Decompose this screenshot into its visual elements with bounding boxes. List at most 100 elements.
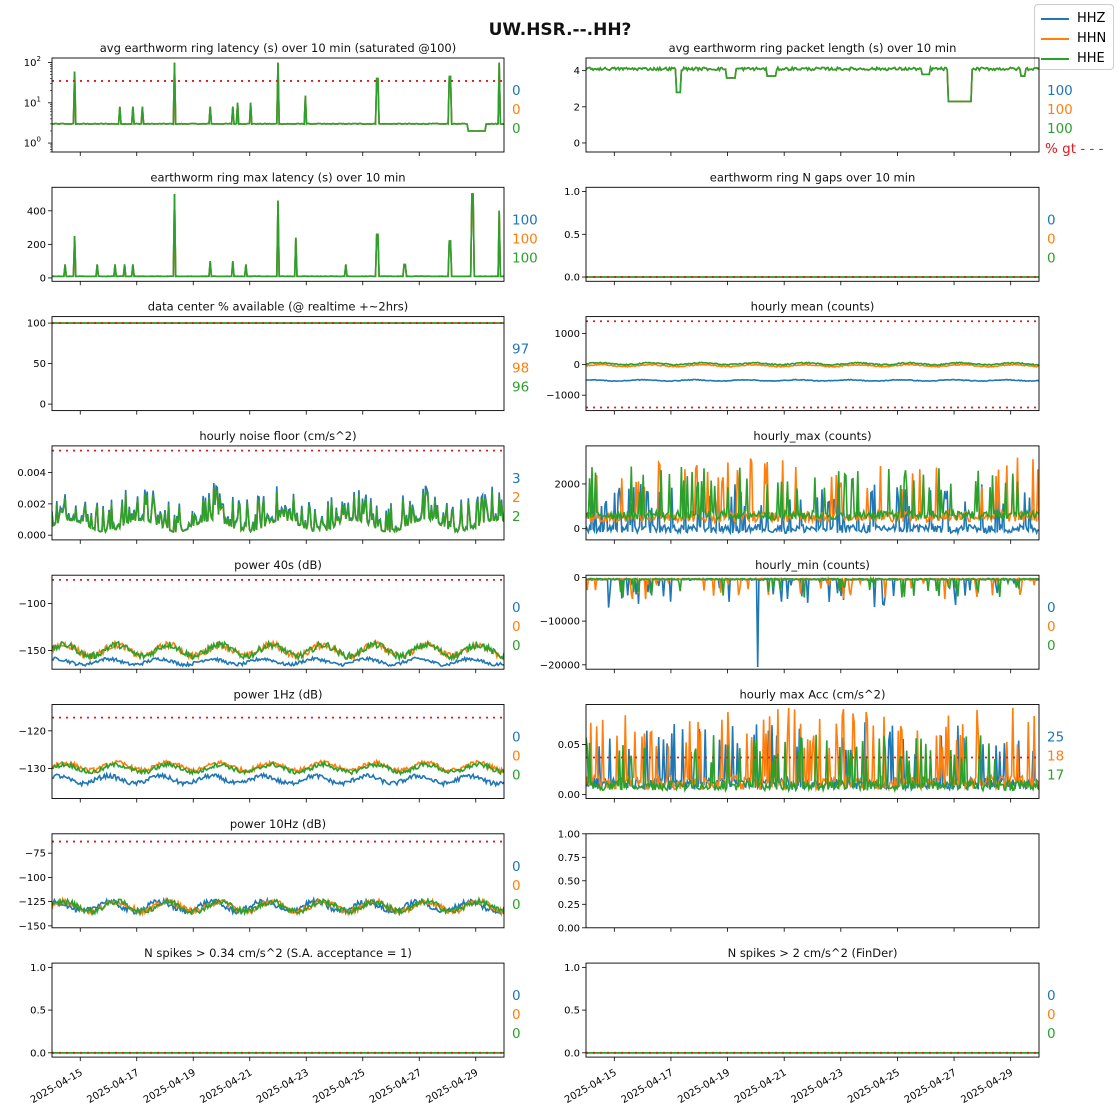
figure-title: UW.HSR.--.HH? [488, 20, 632, 40]
xtick-label: 2025-04-19 [676, 1067, 732, 1106]
pct-label-hhe: 0 [512, 1026, 521, 1042]
ytick-label: 0.5 [564, 230, 580, 241]
panel-hourly-max-acc: hourly max Acc (cm/s^2) 0.00 0.05 25 18 17 [558, 688, 1064, 803]
ytick-label: −130 [19, 764, 46, 775]
panel-frame [585, 186, 1040, 282]
panel-max-latency: earthworm ring max latency (s) over 10 m… [27, 170, 538, 286]
panel-frame [51, 962, 505, 1058]
legend-swatch-hhz [1041, 17, 1069, 20]
panel-power-1hz: power 1Hz (dB) −120 −130 0 0 0 [19, 688, 521, 803]
panel-dc-available: data center % available (@ realtime +~2h… [27, 300, 529, 415]
ytick-label: 101 [24, 95, 41, 109]
pct-label-hhe: 0 [512, 121, 521, 137]
series-line-hhz [52, 771, 504, 789]
series-line-hhe [52, 760, 504, 776]
panel-title: N spikes > 0.34 cm/s^2 (S.A. acceptance … [144, 946, 412, 960]
data-layer [52, 193, 504, 278]
pct-label-hhz: 0 [512, 988, 521, 1004]
pct-label-hhn: 0 [1047, 619, 1056, 635]
xtick-label: 2025-04-19 [142, 1067, 198, 1106]
series-line-hhz [52, 655, 504, 668]
panel-frame [585, 704, 1040, 799]
series-line-hhe [52, 639, 504, 663]
panel-n-gaps: earthworm ring N gaps over 10 min 0.0 0.5 1… [564, 170, 1056, 286]
ytick-label: 2 [574, 102, 580, 113]
pct-label-hhe: 0 [1047, 250, 1056, 266]
ytick-label: 0.75 [558, 853, 580, 864]
ytick-label: −10000 [540, 617, 580, 628]
pct-label-hhz: 100 [1047, 83, 1073, 99]
pct-label-hhz: 0 [512, 730, 521, 746]
xtick-label: 2025-04-23 [789, 1067, 845, 1106]
panel-spikes-2: N spikes > 2 cm/s^2 (FinDer) 0.0 0.5 1.0 202… [563, 946, 1056, 1106]
series-line-hhz [52, 896, 504, 916]
panel-frame [585, 962, 1040, 1058]
panel-frame [51, 445, 505, 541]
ytick-label: 200 [27, 240, 46, 251]
ytick-label: 0.000 [17, 531, 46, 542]
ytick-label: 0 [574, 138, 580, 149]
ytick-label: 0 [40, 400, 46, 411]
legend-label-hhe: HHE [1077, 51, 1105, 66]
xtick-label: 2025-04-25 [311, 1067, 367, 1106]
series-line-hhe [52, 896, 504, 917]
legend-swatch-hhn [1041, 37, 1069, 40]
ytick-label: 0.0 [564, 1048, 580, 1059]
pct-label-hhn: 100 [512, 231, 538, 247]
ytick-label: 400 [27, 206, 46, 217]
xtick-label: 2025-04-29 [959, 1067, 1015, 1106]
pct-label-hhn: 100 [1047, 102, 1073, 118]
pct-label-hhe: 96 [512, 380, 529, 396]
pct-label-hhn: 2 [512, 490, 521, 506]
ytick-label: −120 [19, 726, 46, 737]
ytick-label: 1.0 [30, 963, 46, 974]
ytick-label: −100 [19, 873, 46, 884]
panel-power-40s: power 40s (dB) −100 −150 0 0 0 [19, 558, 521, 674]
legend-entry-hhe: HHE [1041, 51, 1105, 67]
ytick-label: 0.004 [17, 468, 46, 479]
ytick-label: 1000 [555, 329, 580, 340]
ytick-label: 50 [33, 359, 46, 370]
xtick-label: 2025-04-27 [368, 1067, 424, 1106]
legend-label-hhn: HHN [1077, 31, 1107, 46]
series-line-hhe [586, 734, 1039, 794]
pct-label-hhe: 100 [1047, 121, 1073, 137]
panel-title: hourly noise floor (cm/s^2) [199, 429, 356, 443]
pct-label-hhn: 0 [1047, 231, 1056, 247]
panel-title: power 40s (dB) [234, 558, 322, 572]
ytick-label: 0 [574, 360, 580, 371]
ytick-label: 0.5 [30, 1006, 46, 1017]
pct-label-hhe: 0 [1047, 638, 1056, 654]
panel-frame [51, 704, 505, 799]
xtick-label: 2025-04-29 [424, 1067, 480, 1106]
ytick-label: 0.50 [558, 876, 580, 887]
pct-label-hhz: 100 [512, 212, 538, 228]
ytick-label: 0.0 [564, 273, 580, 284]
xtick-label: 2025-04-27 [903, 1067, 959, 1106]
pct-gt-label: % gt - - - [1045, 141, 1104, 157]
series-line-hhe [52, 62, 504, 132]
ytick-label: 0 [574, 524, 580, 535]
pct-label-hhe: 0 [512, 768, 521, 784]
panel-frame [51, 833, 505, 929]
ytick-label: 0.5 [564, 1006, 580, 1017]
panel-noise-floor: hourly noise floor (cm/s^2) 0.000 0.002 0.0… [17, 429, 521, 544]
data-layer [586, 707, 1039, 794]
data-layer [586, 575, 1039, 668]
panel-title: avg earthworm ring latency (s) over 10 m… [100, 41, 456, 55]
panel-title: hourly mean (counts) [751, 300, 875, 314]
panel-title: earthworm ring max latency (s) over 10 m… [150, 170, 405, 184]
panel-frame [585, 445, 1040, 541]
series-line-hhn [586, 363, 1039, 369]
ytick-label: 0.00 [558, 923, 580, 934]
data-layer [52, 62, 504, 132]
ytick-label: −100 [19, 599, 46, 610]
panel-title: earthworm ring N gaps over 10 min [710, 170, 915, 184]
panel-frame [585, 574, 1040, 670]
ytick-label: 1.0 [564, 187, 580, 198]
pct-label-hhz: 0 [512, 83, 521, 99]
legend-label-hhz: HHZ [1077, 11, 1106, 26]
ytick-label: 0.002 [17, 499, 46, 510]
data-layer [52, 716, 504, 789]
panel-title: hourly_min (counts) [755, 558, 870, 572]
